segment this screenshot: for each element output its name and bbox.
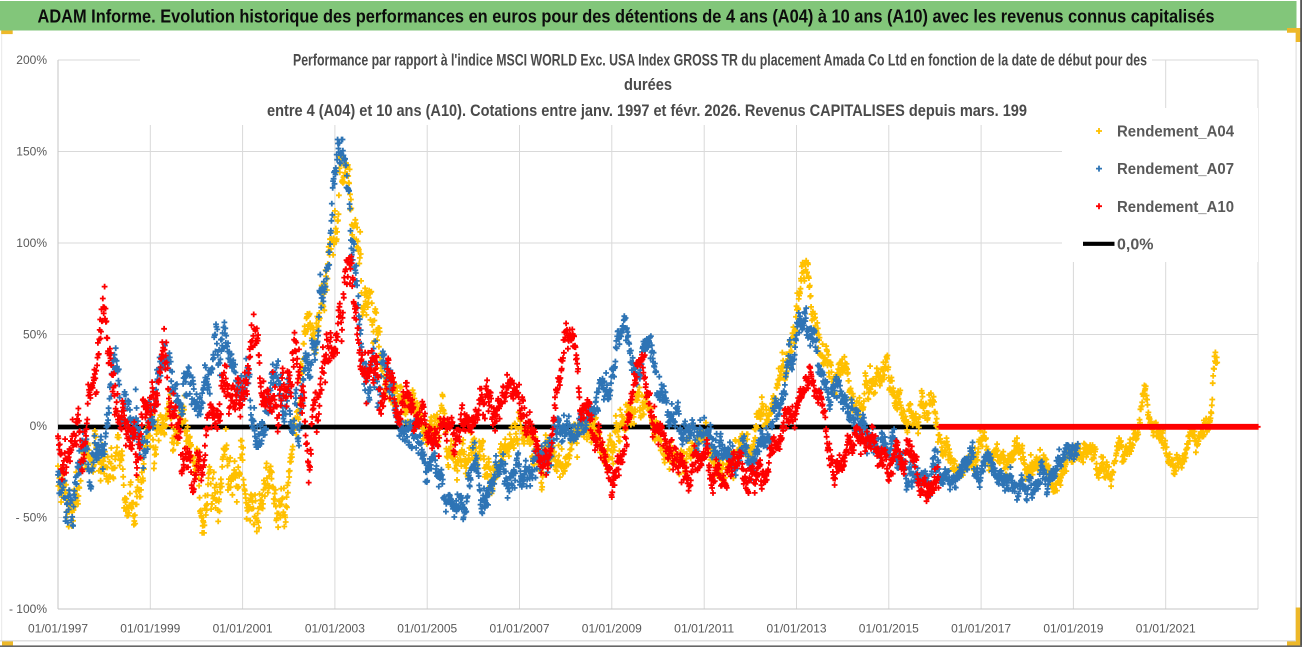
svg-text:01/01/2009: 01/01/2009 [582,622,642,636]
svg-text:200%: 200% [16,53,47,67]
svg-text:01/01/2011: 01/01/2011 [674,622,734,636]
svg-text:01/01/2003: 01/01/2003 [305,622,365,636]
svg-text:01/01/2021: 01/01/2021 [1136,622,1196,636]
svg-text:01/01/2013: 01/01/2013 [767,622,827,636]
svg-text:01/01/2015: 01/01/2015 [859,622,919,636]
svg-text:- 100%: - 100% [9,602,47,616]
svg-text:50%: 50% [23,328,47,342]
svg-text:100%: 100% [16,236,47,250]
svg-text:01/01/1997: 01/01/1997 [28,622,88,636]
svg-text:01/01/2001: 01/01/2001 [213,622,273,636]
svg-text:- 50%: - 50% [16,511,48,525]
svg-text:01/01/2019: 01/01/2019 [1043,622,1103,636]
svg-text:0,0%: 0,0% [1117,236,1153,253]
svg-text:0%: 0% [30,419,48,433]
svg-text:01/01/2005: 01/01/2005 [397,622,457,636]
svg-text:Rendement_A07: Rendement_A07 [1117,161,1234,178]
svg-text:01/01/2007: 01/01/2007 [490,622,550,636]
svg-text:Performance par rapport à l'in: Performance par rapport à l'indice MSCI … [293,50,1147,69]
svg-text:01/01/2017: 01/01/2017 [951,622,1011,636]
svg-text:01/01/1999: 01/01/1999 [120,622,180,636]
svg-text:ADAM Informe. Evolution histor: ADAM Informe. Evolution historique des p… [38,7,1215,27]
svg-text:Rendement_A04: Rendement_A04 [1117,124,1234,141]
svg-text:150%: 150% [16,145,47,159]
svg-text:entre 4 (A04) et 10 ans (A10).: entre 4 (A04) et 10 ans (A10). Cotations… [267,101,1027,120]
svg-text:durées: durées [624,75,672,94]
svg-text:Rendement_A10: Rendement_A10 [1117,199,1234,216]
